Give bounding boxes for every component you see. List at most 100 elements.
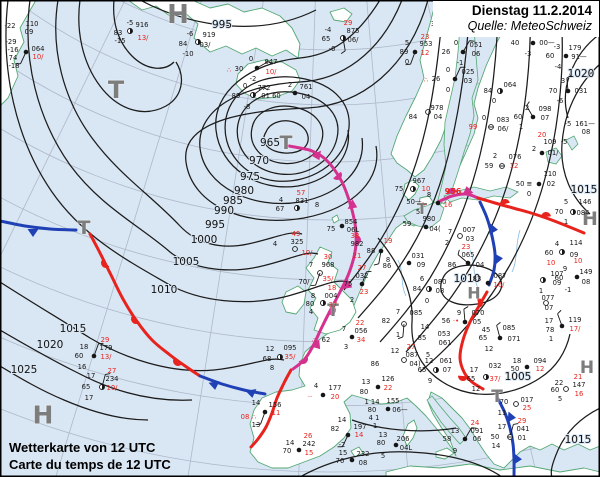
- station-value: 8: [270, 364, 274, 372]
- front-semicircle-mark: [500, 199, 510, 206]
- station-value: 80: [377, 439, 386, 447]
- front-semicircle-mark: [173, 358, 183, 366]
- station-value: 3: [561, 77, 565, 85]
- front-triangle-mark: [310, 339, 321, 350]
- isobar-line: [113, 0, 175, 69]
- station-value: 04: [476, 261, 485, 269]
- station-value: 14: [286, 439, 295, 447]
- station-value: 10: [574, 257, 583, 265]
- station-value: 107: [551, 270, 564, 278]
- station-value: 22: [384, 384, 393, 392]
- station-value: 13: [379, 431, 388, 439]
- station-value: 08: [241, 413, 250, 421]
- station-value: 7: [448, 228, 452, 236]
- station-value: 08: [359, 459, 368, 467]
- station-plot: 18 094 50 12: [511, 357, 547, 373]
- isobar-line: [343, 0, 445, 291]
- isobar-label: 995: [212, 19, 232, 31]
- station-plot: 2 109 -501/: [532, 138, 568, 157]
- isobar-line: [0, 329, 193, 401]
- low-center-letter: T: [108, 76, 125, 104]
- land-shetland: [331, 214, 340, 224]
- station-value: 03: [464, 77, 473, 85]
- station-plot: 2 761 04: [288, 81, 313, 101]
- station-value: 23: [360, 288, 369, 296]
- station-value: 80: [306, 300, 315, 308]
- station-value: 89: [232, 92, 241, 100]
- station-symbol: [562, 249, 565, 255]
- station-symbol: [343, 35, 346, 41]
- station-value: 017: [521, 396, 534, 404]
- station-value: 88: [367, 247, 376, 255]
- isobar-line: [139, 0, 317, 27]
- station-plot: 45 085 65 071 12: [479, 321, 520, 353]
- station-symbol: [198, 39, 201, 45]
- station-value: -18: [8, 62, 19, 70]
- station-value: 5: [405, 39, 409, 47]
- station-value: 982: [351, 240, 364, 248]
- station-symbol: [524, 364, 530, 370]
- station-symbol: [452, 76, 458, 82]
- front-path: [287, 144, 358, 371]
- station-plot: 12 061 65 07 9: [418, 357, 453, 385]
- station-value: -10: [182, 50, 193, 58]
- station-plot: 980 59 04(5: [403, 208, 441, 233]
- station-value: 26: [304, 432, 313, 440]
- station-value: 004: [325, 292, 338, 300]
- station-value: 847: [265, 58, 278, 66]
- station-value: 04: [302, 93, 311, 101]
- station-value: ··: [308, 393, 312, 401]
- station-value: 070: [472, 309, 485, 317]
- station-value: 45: [482, 326, 491, 334]
- station-value: 12: [425, 357, 434, 365]
- station-value: 109: [544, 138, 557, 146]
- station-value: 325: [291, 238, 304, 246]
- station-value: 23: [421, 33, 430, 41]
- station-value: 00—: [539, 39, 555, 47]
- front-semicircle-mark: [458, 375, 468, 381]
- station-value: 04: [434, 113, 443, 121]
- station-value: 21: [353, 252, 362, 260]
- station-value: 5: [558, 395, 562, 403]
- front-path: [478, 200, 497, 287]
- wind-barb-tick: [373, 263, 379, 266]
- isobar-label: 1005: [505, 371, 532, 383]
- station-value: 064: [32, 45, 45, 53]
- station-value: 2: [525, 104, 529, 112]
- station-value: 0: [249, 55, 253, 63]
- station-value: 10: [422, 185, 431, 193]
- station-value: 0: [492, 97, 496, 105]
- station-value: 07: [545, 304, 554, 312]
- station-value: -29: [5, 38, 16, 46]
- front-semicircle-mark: [541, 212, 551, 218]
- station-value: 01/: [548, 149, 560, 157]
- isobar-line: [564, 33, 600, 119]
- station-symbol: [462, 319, 468, 325]
- station-value: 12: [472, 385, 481, 393]
- station-value: 80: [360, 388, 369, 396]
- front-path: [0, 219, 78, 232]
- front-semicircle-mark: [327, 306, 336, 315]
- station-value: 02: [547, 180, 556, 188]
- station-value: 13: [252, 421, 261, 429]
- station-value: 13: [362, 378, 371, 386]
- station-value: 9: [428, 377, 432, 385]
- station-symbol: [323, 300, 326, 306]
- station-value: 18: [328, 284, 337, 292]
- station-value: 17/: [570, 325, 582, 333]
- station-value: 04L: [400, 444, 413, 452]
- front-triangle-mark: [245, 389, 257, 398]
- isobar-label: 1020: [37, 339, 64, 351]
- station-value: 17: [470, 366, 479, 374]
- station-value: 86: [371, 360, 380, 368]
- station-value: 25: [523, 404, 532, 412]
- station-value: 13/: [138, 34, 150, 42]
